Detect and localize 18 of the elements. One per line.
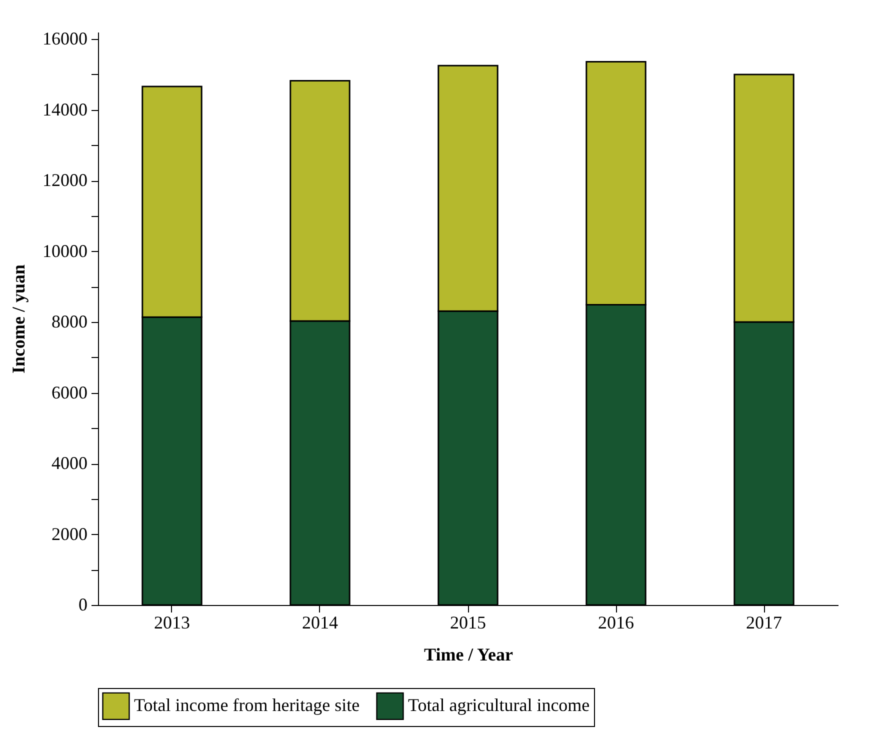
y-tick-label: 6000 — [52, 382, 88, 402]
y-tick-label: 14000 — [42, 99, 88, 120]
y-tick-label: 0 — [78, 594, 88, 614]
x-tick-label: 2016 — [598, 612, 634, 632]
legend-label: Total agricultural income — [408, 695, 590, 716]
y-tick-label: 12000 — [42, 170, 88, 190]
y-tick-label: 10000 — [42, 240, 88, 261]
y-axis-title: Income / yuan — [8, 264, 28, 374]
y-tick-label: 4000 — [52, 453, 88, 474]
x-tick-label: 2013 — [154, 612, 190, 632]
x-tick-label: 2015 — [450, 612, 486, 632]
y-tick-label: 8000 — [52, 312, 88, 332]
x-tick-label: 2014 — [302, 612, 338, 632]
x-axis-title: Time / Year — [424, 644, 513, 664]
y-tick-label: 16000 — [42, 28, 88, 49]
legend-label: Total income from heritage site — [134, 695, 360, 716]
y-tick-label: 2000 — [52, 524, 88, 544]
x-tick-label: 2017 — [746, 612, 782, 632]
